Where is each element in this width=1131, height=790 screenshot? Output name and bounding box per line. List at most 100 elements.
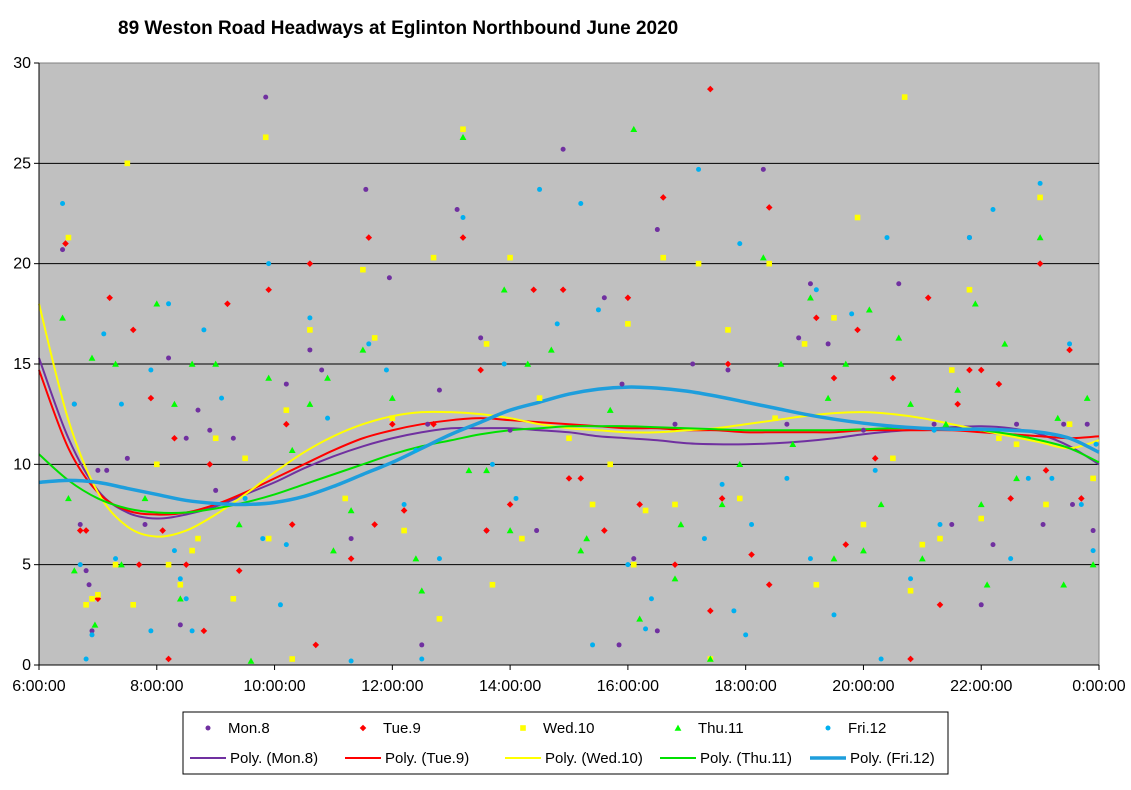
x-tick-label: 8:00:00: [130, 678, 183, 695]
data-point-wed-10: [996, 435, 1002, 442]
data-point-mon-8: [124, 455, 130, 461]
legend-label: Poly. (Fri.12): [850, 750, 935, 767]
data-point-thu-11: [583, 535, 591, 542]
data-point-wed-10: [1037, 194, 1043, 201]
data-point-mon-8: [825, 341, 831, 347]
data-point-wed-10: [625, 321, 631, 327]
data-point-mon-8: [807, 281, 813, 287]
data-point-mon-8: [654, 227, 660, 233]
data-point-wed-10: [937, 535, 943, 542]
data-point-mon-8: [1061, 421, 1067, 427]
data-point-tue-9: [707, 607, 714, 615]
data-point-tue-9: [765, 204, 773, 211]
data-point-wed-10: [436, 616, 443, 622]
data-point-tue-9: [707, 85, 714, 93]
data-point-tue-9: [371, 521, 378, 528]
data-point-tue-9: [171, 434, 178, 442]
legend-marker: [359, 724, 367, 732]
data-point-fri-12: [1008, 556, 1014, 562]
data-point-fri-12: [325, 415, 331, 421]
data-point-tue-9: [601, 527, 608, 534]
data-point-wed-10: [1066, 421, 1073, 427]
data-point-fri-12: [784, 475, 790, 481]
data-point-tue-9: [477, 366, 484, 374]
data-point-fri-12: [201, 327, 207, 333]
data-point-fri-12: [743, 632, 749, 638]
data-point-wed-10: [230, 595, 237, 602]
data-point-thu-11: [506, 527, 514, 534]
data-point-tue-9: [1066, 346, 1073, 354]
data-point-mon-8: [760, 166, 766, 172]
data-point-tue-9: [907, 655, 914, 663]
data-point-thu-11: [359, 346, 367, 353]
data-point-fri-12: [189, 628, 195, 634]
data-point-wed-10: [566, 435, 572, 442]
trendline-poly-tue-9: [38, 369, 1100, 516]
data-point-fri-12: [166, 301, 172, 307]
legend-label: Poly. (Wed.10): [545, 750, 643, 767]
data-point-tue-9: [559, 286, 567, 294]
data-point-thu-11: [671, 575, 679, 582]
data-point-mon-8: [83, 568, 89, 574]
x-tick-label: 0:00:00: [1072, 678, 1125, 695]
data-point-mon-8: [77, 522, 83, 528]
data-point-thu-11: [188, 360, 196, 367]
data-point-fri-12: [807, 556, 813, 562]
x-tick-label: 12:00:00: [361, 678, 423, 695]
data-point-tue-9: [724, 360, 732, 368]
data-point-tue-9: [159, 527, 166, 534]
legend-marker: [674, 724, 682, 731]
data-point-wed-10: [283, 407, 290, 413]
data-point-thu-11: [235, 521, 243, 528]
data-point-wed-10: [153, 461, 160, 468]
data-point-fri-12: [878, 656, 884, 662]
data-point-wed-10: [642, 507, 649, 514]
y-tick-label: 25: [13, 155, 31, 172]
data-point-wed-10: [831, 315, 837, 321]
data-point-mon-8: [560, 146, 566, 152]
trendline-poly-fri-12: [38, 385, 1100, 507]
data-point-mon-8: [990, 542, 996, 548]
data-point-thu-11: [1060, 581, 1068, 588]
data-point-thu-11: [983, 581, 991, 588]
data-point-tue-9: [854, 326, 861, 334]
legend-marker: [205, 725, 211, 731]
data-point-tue-9: [718, 495, 726, 502]
legend: Mon.8 Tue.9 Wed.10 Thu.11 Fri.12 Poly. (Mon.8…: [182, 711, 949, 775]
data-point-mon-8: [796, 335, 802, 341]
data-point-thu-11: [842, 360, 850, 367]
data-point-fri-12: [719, 481, 725, 487]
data-point-thu-11: [324, 374, 331, 381]
data-point-mon-8: [931, 421, 937, 427]
data-point-tue-9: [483, 527, 490, 534]
data-point-thu-11: [677, 521, 685, 528]
data-point-fri-12: [1078, 501, 1084, 507]
data-point-mon-8: [283, 381, 289, 387]
y-tick-label: 20: [13, 256, 31, 273]
data-point-thu-11: [112, 360, 119, 367]
data-point-wed-10: [307, 327, 313, 333]
data-point-fri-12: [489, 461, 495, 467]
data-point-wed-10: [212, 435, 219, 442]
data-point-thu-11: [288, 446, 296, 454]
data-point-thu-11: [388, 394, 396, 401]
data-point-tue-9: [82, 527, 90, 534]
data-point-mon-8: [166, 355, 172, 361]
data-point-thu-11: [718, 501, 726, 508]
data-point-tue-9: [954, 400, 961, 408]
data-point-fri-12: [71, 401, 77, 407]
data-point-fri-12: [990, 206, 996, 212]
data-point-tue-9: [977, 366, 985, 374]
data-point-thu-11: [465, 466, 473, 474]
y-tick-label: 15: [13, 356, 31, 373]
data-point-wed-10: [189, 547, 195, 554]
data-point-wed-10: [860, 521, 867, 528]
data-point-tue-9: [1007, 495, 1014, 502]
data-point-tue-9: [165, 655, 172, 663]
data-point-fri-12: [595, 307, 601, 313]
data-point-mon-8: [454, 206, 460, 212]
data-point-mon-8: [1040, 522, 1046, 528]
data-point-tue-9: [636, 501, 643, 508]
data-point-thu-11: [1083, 394, 1091, 401]
data-point-thu-11: [1054, 414, 1062, 421]
